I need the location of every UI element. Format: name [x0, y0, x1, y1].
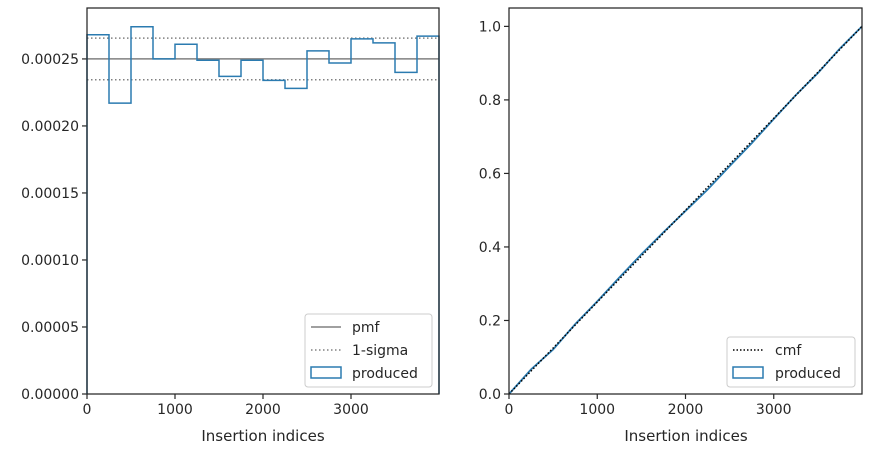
x-tick-label: 2000 — [245, 402, 281, 418]
y-tick-label: 0.00025 — [21, 52, 79, 68]
left-legend-box — [304, 313, 433, 388]
legend-sigma-label: 1-sigma — [352, 343, 408, 359]
x-tick-label: 1000 — [579, 402, 615, 418]
left-axes-frame — [86, 7, 440, 395]
left-plot-area — [86, 26, 440, 394]
cmf-line — [508, 25, 863, 395]
x-tick-label: 0 — [83, 402, 92, 418]
y-tick-label: 1.0 — [479, 19, 501, 35]
y-tick-label: 0.00020 — [21, 119, 79, 135]
left-legend: pmf 1-sigma produced — [304, 313, 433, 388]
right-tick-group: 0 1000 2000 3000 0.0 0.2 0.4 0.6 0.8 1.0 — [479, 19, 792, 418]
y-tick-label: 0.2 — [479, 313, 501, 329]
x-tick-label: 0 — [505, 402, 514, 418]
right-plot-area — [508, 25, 863, 395]
legend-produced-swatch — [310, 366, 342, 379]
right-x-axis-label: Insertion indices — [624, 427, 747, 445]
right-axes-frame — [508, 7, 863, 395]
y-tick-label: 0.00010 — [21, 253, 79, 269]
y-tick-label: 0.0 — [479, 387, 501, 403]
y-tick-label: 0.00000 — [21, 387, 79, 403]
y-tick-label: 0.6 — [479, 166, 501, 182]
right-cumulative-panel: 0 1000 2000 3000 0.0 0.2 0.4 0.6 0.8 1.0 Insertio… — [479, 7, 863, 445]
x-tick-label: 2000 — [668, 402, 704, 418]
legend-produced-swatch-right — [732, 366, 764, 379]
y-tick-label: 0.00005 — [21, 320, 79, 336]
legend-cmf-label: cmf — [775, 343, 802, 359]
y-tick-label: 0.8 — [479, 93, 501, 109]
left-x-axis-label: Insertion indices — [201, 427, 324, 445]
left-histogram-panel: 0 1000 2000 3000 0.00000 0.00005 0.00010 0.0001… — [21, 7, 440, 445]
x-tick-label: 3000 — [333, 402, 369, 418]
produced-histogram — [86, 26, 440, 394]
right-legend: cmf produced — [726, 336, 856, 388]
legend-produced-label-right: produced — [775, 366, 841, 382]
left-tick-group: 0 1000 2000 3000 0.00000 0.00005 0.00010 0.0001… — [21, 52, 369, 418]
x-tick-label: 1000 — [157, 402, 193, 418]
x-tick-label: 3000 — [756, 402, 792, 418]
legend-pmf-label: pmf — [352, 320, 381, 336]
legend-produced-label: produced — [352, 366, 418, 382]
y-tick-label: 0.4 — [479, 240, 501, 256]
y-tick-label: 0.00015 — [21, 186, 79, 202]
